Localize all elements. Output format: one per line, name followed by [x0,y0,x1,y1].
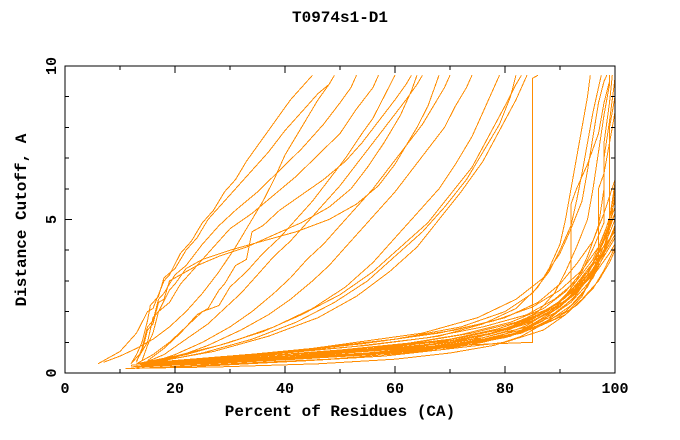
model-curve [152,74,608,365]
x-axis-label: Percent of Residues (CA) [224,403,456,421]
x-tick-label: 80 [496,381,514,398]
model-curve [147,74,451,365]
model-curve [103,74,335,363]
model-curve [141,81,616,366]
model-curve [136,74,522,365]
model-curve [130,112,616,368]
model-curve [147,78,616,365]
model-curve [147,75,602,365]
model-curve [141,213,616,366]
model-curve [141,75,610,366]
model-curve [152,74,528,363]
model-curve [136,142,616,368]
model-curve [136,200,616,365]
y-tick-label: 0 [44,368,61,377]
y-tick-label: 10 [44,57,61,75]
model-curve [141,74,473,365]
model-curve [136,74,357,363]
x-tick-label: 60 [386,381,404,398]
model-curve [141,74,423,365]
y-axis-label: Distance Cutoff, A [13,133,31,307]
x-tick-label: 40 [276,381,294,398]
model-curve [136,75,613,366]
model-curve [141,74,500,365]
model-curve [147,74,412,362]
chart-title: T0974s1-D1 [291,9,388,27]
model-curve [147,188,616,365]
x-tick-label: 100 [601,381,628,398]
model-curve [141,81,610,365]
x-tick-label: 0 [60,381,69,398]
model-curve [136,75,440,361]
x-tick-label: 20 [166,381,184,398]
model-curve [130,74,335,365]
model-curve [152,179,616,363]
model-curve [136,74,396,365]
model-curve [97,74,313,365]
model-curve [147,75,517,365]
model-curve [125,225,616,369]
y-tick-label: 5 [44,215,61,224]
model-curve [136,74,539,365]
model-curve [141,74,379,361]
model-curve [130,75,418,365]
